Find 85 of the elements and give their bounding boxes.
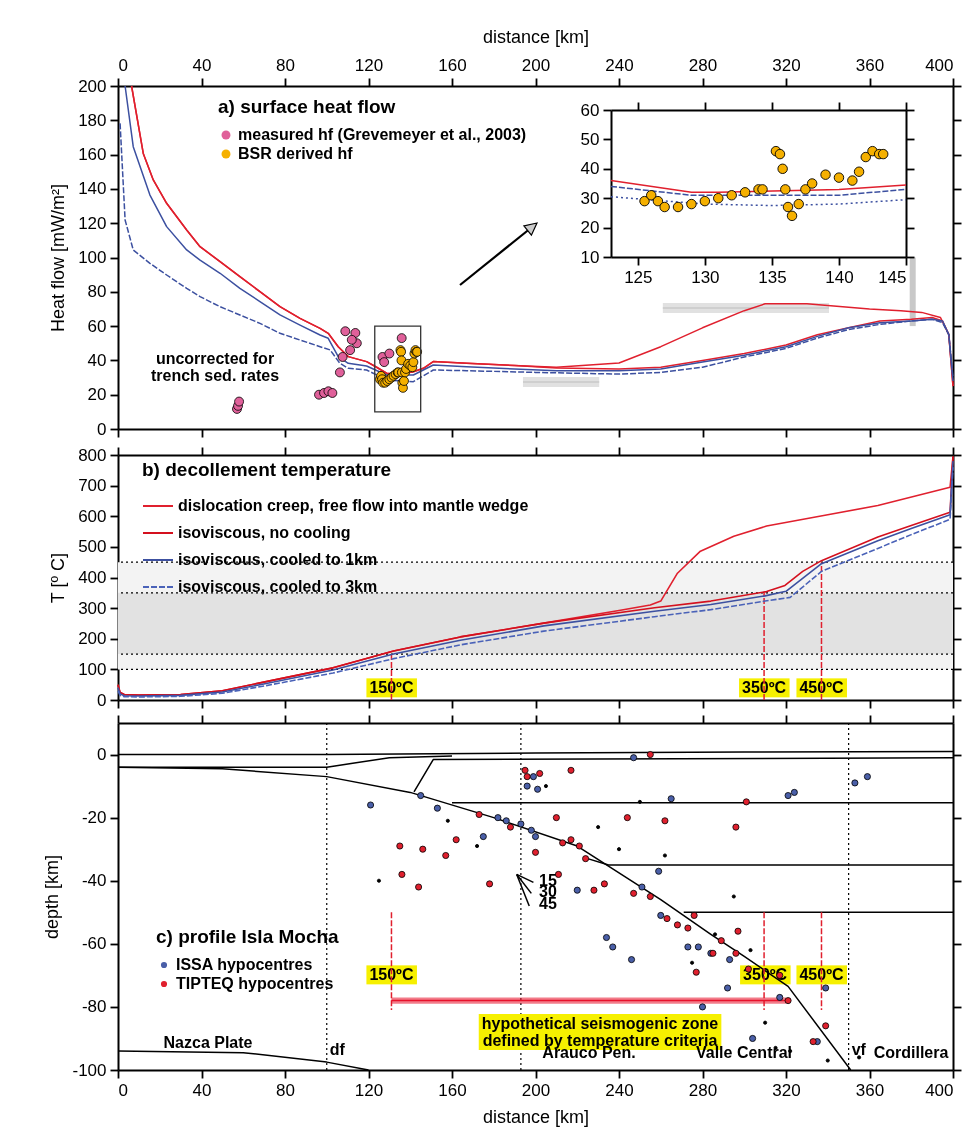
- x-tick-label: 120: [354, 55, 384, 75]
- annotation: Nazca Plate: [163, 1034, 253, 1051]
- x-tick-label: 160: [438, 55, 467, 75]
- x-tick-label: 140: [825, 267, 854, 287]
- legend-label: isoviscous, no cooling: [178, 524, 351, 541]
- y-tick-label: 200: [78, 629, 107, 649]
- y-tick-label: 800: [78, 445, 107, 465]
- annotation: Cordillera: [873, 1044, 949, 1061]
- y-tick-label: 140: [78, 179, 107, 199]
- annotation: 150ºC: [369, 966, 414, 984]
- x-tick-label: 240: [605, 1080, 634, 1100]
- x-tick-label: 145: [878, 267, 907, 287]
- x-tick-label: 80: [276, 55, 295, 75]
- x-tick-label: 80: [276, 1080, 295, 1100]
- annotation: 350ºC: [742, 679, 787, 697]
- y-tick-label: -20: [81, 808, 107, 828]
- legend-label: TIPTEQ hypocentres: [176, 975, 334, 992]
- y-axis-title: T [º C]: [48, 552, 69, 604]
- legend-label: isoviscous, cooled to 1km: [178, 551, 378, 568]
- legend-label: ISSA hypocentres: [176, 956, 313, 973]
- x-tick-label: 320: [772, 1080, 801, 1100]
- x-tick-label: 240: [605, 55, 634, 75]
- y-tick-label: 10: [580, 247, 600, 267]
- y-tick-label: 60: [87, 316, 107, 336]
- x-tick-label: 125: [624, 267, 653, 287]
- x-tick-label: 40: [192, 55, 212, 75]
- y-tick-label: 120: [78, 213, 107, 233]
- x-tick-label: 0: [118, 55, 128, 75]
- y-tick-label: -60: [81, 934, 107, 954]
- x-tick-label: 0: [118, 1080, 128, 1100]
- x-axis-title: distance [km]: [482, 26, 590, 47]
- x-tick-label: 135: [758, 267, 787, 287]
- annotation: 150ºC: [369, 679, 414, 697]
- x-tick-label: 280: [688, 55, 718, 75]
- y-tick-label: 0: [97, 745, 107, 765]
- y-tick-label: 20: [580, 218, 600, 238]
- y-tick-label: -40: [81, 871, 107, 891]
- legend-label: isoviscous, cooled to 3km: [178, 578, 378, 595]
- annotation: uncorrected for trench sed. rates: [150, 350, 280, 384]
- y-tick-label: 0: [97, 690, 107, 710]
- legend-title: b) decollement temperature: [142, 459, 392, 480]
- annotation: 450ºC: [799, 966, 844, 984]
- y-tick-label: 60: [580, 100, 600, 120]
- y-tick-label: 30: [580, 188, 600, 208]
- y-tick-label: -80: [81, 997, 107, 1017]
- y-tick-label: 200: [78, 76, 107, 96]
- y-tick-label: 100: [78, 248, 107, 267]
- y-tick-label: -100: [72, 1060, 107, 1080]
- annotation: 450ºC: [799, 679, 844, 697]
- legend-label: dislocation creep, free flow into mantle wedge: [178, 497, 529, 514]
- y-tick-label: 400: [78, 568, 107, 587]
- y-tick-label: 40: [580, 159, 600, 179]
- x-tick-label: 40: [192, 1080, 212, 1100]
- y-tick-label: 50: [580, 129, 600, 149]
- legend-label: measured hf (Grevemeyer et al., 2003): [238, 126, 527, 143]
- y-tick-label: 160: [78, 145, 107, 165]
- x-tick-label: 200: [521, 55, 551, 75]
- x-tick-label: 360: [855, 55, 885, 75]
- y-axis-title: Heat flow [mW/m²]: [48, 183, 69, 333]
- y-axis-title: depth [km]: [42, 854, 63, 940]
- y-tick-label: 500: [78, 537, 107, 557]
- x-tick-label: 280: [688, 1080, 718, 1100]
- y-tick-label: 100: [78, 659, 107, 679]
- y-tick-label: 600: [78, 506, 107, 526]
- x-tick-label: 360: [855, 1080, 885, 1100]
- y-tick-label: 700: [78, 476, 107, 496]
- x-axis-title: distance [km]: [482, 1106, 590, 1127]
- y-tick-label: 300: [78, 598, 107, 618]
- x-tick-label: 200: [521, 1080, 551, 1100]
- ref-line-label: vf: [851, 1041, 867, 1058]
- ref-line-label: df: [329, 1041, 346, 1058]
- legend-title: a) surface heat flow: [218, 96, 396, 117]
- legend-label: BSR derived hf: [238, 145, 354, 162]
- y-tick-label: 80: [87, 282, 107, 302]
- x-tick-label: 320: [772, 55, 801, 75]
- x-tick-label: 160: [438, 1080, 467, 1100]
- x-tick-label: 400: [925, 1080, 954, 1100]
- y-tick-label: 180: [78, 110, 107, 130]
- x-tick-label: 130: [691, 267, 720, 287]
- x-tick-label: 120: [354, 1080, 384, 1100]
- legend-title: c) profile Isla Mocha: [156, 926, 340, 947]
- y-tick-label: 0: [97, 419, 107, 439]
- y-tick-label: 40: [87, 350, 107, 370]
- x-tick-label: 400: [925, 55, 954, 75]
- y-tick-label: 20: [87, 385, 107, 405]
